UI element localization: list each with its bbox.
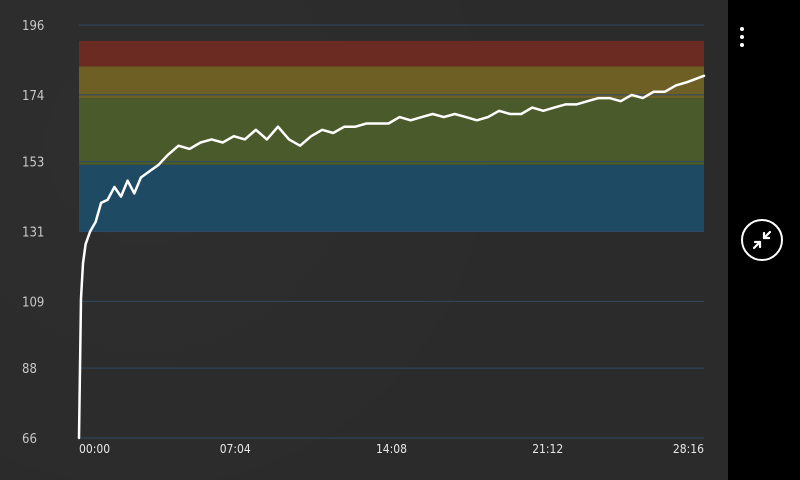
overflow-menu-icon[interactable] xyxy=(732,22,752,52)
series-line xyxy=(77,74,706,440)
x-tick-label: 14:08 xyxy=(376,442,407,456)
zone-band-3 xyxy=(79,40,704,67)
collapse-icon[interactable] xyxy=(741,219,783,261)
x-tick-label: 07:04 xyxy=(220,442,251,456)
y-tick-label: 109 xyxy=(22,295,44,310)
x-tick-label: 00:00 xyxy=(79,442,110,456)
chart-area: 196 174 153 131 109 88 66 00:00 07:04 14:08 21:12 2… xyxy=(0,0,728,480)
y-tick-label: 131 xyxy=(22,226,44,241)
x-tick-label: 21:12 xyxy=(532,442,563,456)
zone-band-0 xyxy=(79,164,704,232)
heart-rate-chart: 196 174 153 131 109 88 66 00:00 07:04 14:08 21:12 2… xyxy=(22,19,706,456)
y-tick-label: 153 xyxy=(22,156,44,171)
y-tick-label: 196 xyxy=(22,19,44,34)
y-tick-label: 66 xyxy=(22,432,37,447)
zone-band-1 xyxy=(79,98,704,165)
y-tick-label: 88 xyxy=(22,362,37,377)
zone-band-2 xyxy=(79,66,704,99)
y-tick-label: 174 xyxy=(22,89,44,104)
x-tick-label: 28:16 xyxy=(673,442,704,456)
